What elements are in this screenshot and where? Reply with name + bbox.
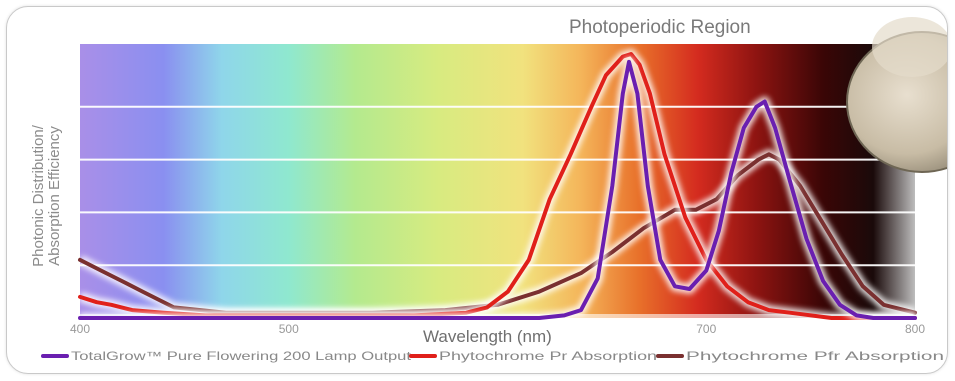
legend-label-1: TotalGrow™ Pure Flowering 200 Lamp Outpu… — [71, 349, 412, 363]
spectrum-chart: 400 500 700 800 TotalGrow™ Pure Flowering 20… — [41, 17, 947, 363]
lamp-highlight — [872, 17, 947, 77]
legend-label-3: Phytochrome Pfr Absorption — [686, 349, 944, 363]
y-axis-label: Photonic Distribution/ Absorption Effici… — [30, 125, 63, 267]
x-axis-label: Wavelength (nm) — [423, 327, 552, 346]
legend-label-2: Phytochrome Pr Absorption — [439, 349, 657, 363]
spectrum-background — [80, 44, 915, 318]
series-3-line — [78, 152, 917, 315]
photoperiodic-region-label: Photoperiodic Region — [569, 17, 751, 38]
x-tick-800: 800 — [905, 322, 925, 336]
x-tick-400: 400 — [70, 322, 90, 336]
x-tick-700: 700 — [696, 322, 716, 336]
x-tick-500: 500 — [279, 322, 299, 336]
chart-card: 400 500 700 800 TotalGrow™ Pure Flowering 20… — [6, 6, 948, 374]
series-1-line — [78, 59, 917, 320]
